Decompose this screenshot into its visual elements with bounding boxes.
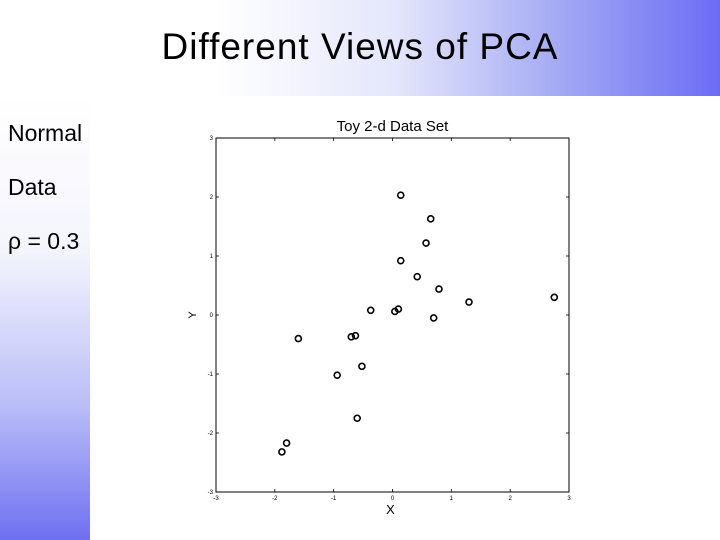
- y-tick-label: 3: [210, 136, 214, 142]
- x-tick-label: 3: [567, 496, 571, 502]
- x-tick-label: 0: [391, 496, 395, 502]
- y-ticks: -3 -2 -1 0 1 2 3: [208, 136, 569, 496]
- x-tick-label: -1: [331, 496, 337, 502]
- data-point: [429, 314, 438, 322]
- data-point: [294, 334, 303, 343]
- data-point: [366, 306, 375, 315]
- data-point: [422, 239, 430, 247]
- x-ticks: -3 -2 -1 0 1 2 3: [213, 138, 571, 502]
- data-point: [351, 331, 360, 340]
- y-axis-label: Y: [187, 311, 199, 319]
- data-point: [435, 285, 443, 293]
- plot-area-frame: [215, 137, 570, 493]
- y-tick-label: 0: [210, 313, 214, 319]
- data-point: [282, 439, 291, 447]
- data-points: [278, 191, 559, 456]
- data-point: [465, 298, 473, 306]
- x-axis-label: X: [386, 502, 395, 517]
- data-point: [550, 293, 559, 302]
- y-tick-label: 1: [210, 254, 214, 260]
- x-tick-label: 2: [508, 496, 512, 502]
- chart-title: Toy 2-d Data Set: [337, 118, 450, 135]
- data-point: [353, 414, 362, 423]
- data-point: [278, 448, 286, 456]
- side-label-normal: Normal: [8, 120, 83, 146]
- data-point: [396, 256, 405, 265]
- data-point: [413, 272, 422, 281]
- data-point: [396, 191, 405, 200]
- x-tick-label: 1: [450, 496, 454, 502]
- side-label-rho: ρ = 0.3: [8, 228, 80, 254]
- data-point: [347, 333, 356, 341]
- left-gradient-band: [0, 96, 90, 540]
- data-point: [333, 371, 341, 379]
- y-tick-label: -1: [208, 372, 214, 378]
- x-tick-label: -3: [213, 496, 219, 502]
- side-label-data: Data: [8, 174, 57, 200]
- data-point: [426, 215, 435, 223]
- x-tick-label: -2: [272, 496, 278, 502]
- title-gradient-band: [0, 0, 720, 96]
- y-tick-label: 2: [210, 195, 214, 201]
- y-tick-label: -2: [208, 431, 214, 437]
- data-point: [358, 362, 366, 371]
- slide-title: Different Views of PCA: [161, 26, 559, 67]
- y-tick-label: -3: [208, 490, 214, 496]
- data-point: [391, 307, 399, 316]
